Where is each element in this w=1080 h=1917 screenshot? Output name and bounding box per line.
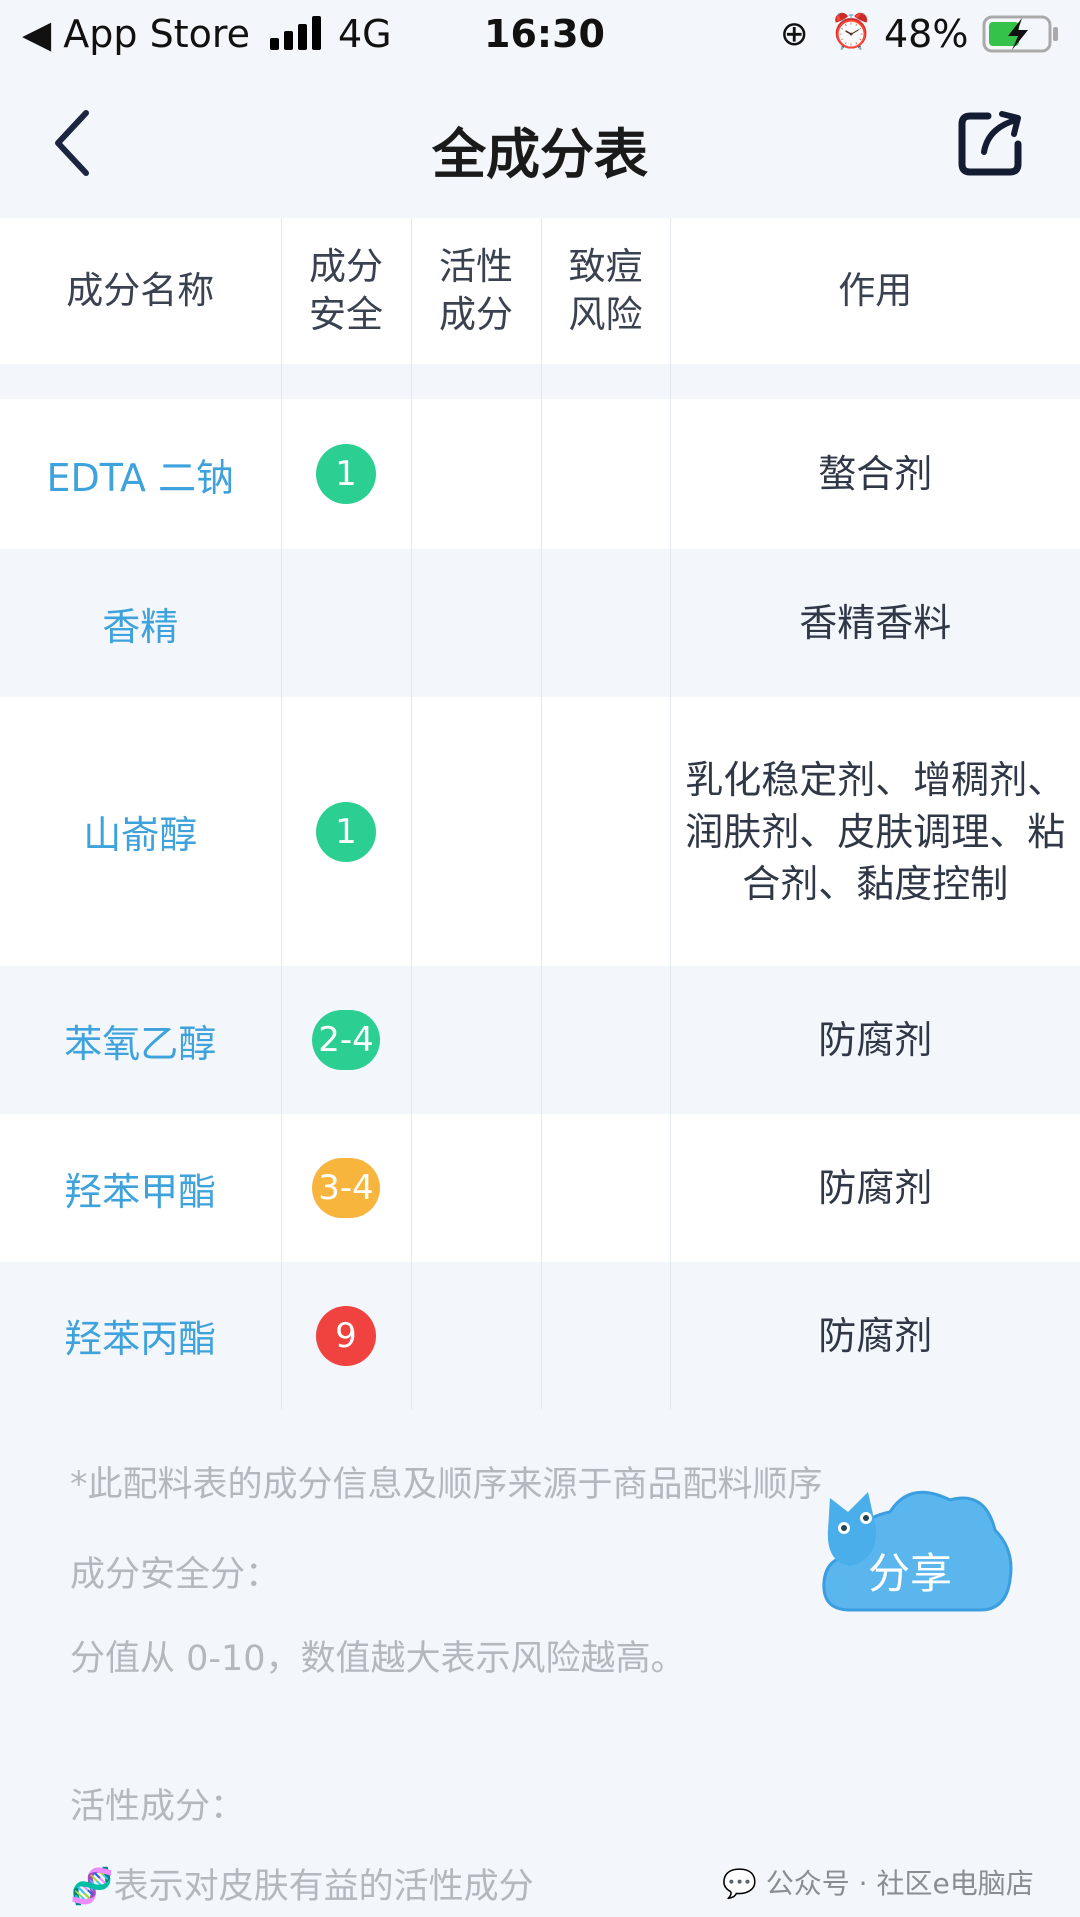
page-title: 全成分表 [432, 123, 648, 186]
table-gap [0, 364, 1080, 399]
back-to-app[interactable]: ◀ App Store [22, 12, 251, 56]
col-name: 成分名称 [0, 218, 282, 364]
ingredient-name[interactable]: 羟苯丙酯 [0, 1262, 282, 1409]
active-cell [411, 966, 542, 1114]
safety-badge: 3-4 [312, 1158, 380, 1218]
nav-bar: 全成分表 [0, 70, 1080, 218]
battery-charging-icon [982, 15, 1058, 53]
safety-score-desc: 分值从 0-10，数值越大表示风险越高。 [70, 1639, 686, 1679]
share-cloud-button[interactable]: 分享 [820, 1470, 1015, 1615]
acne-cell [541, 966, 671, 1114]
safety-badge: 2-4 [312, 1010, 380, 1070]
active-cell [411, 399, 542, 549]
col-function: 作用 [670, 218, 1080, 364]
safety-cell: 9 [281, 1262, 412, 1409]
alarm-icon: ⏰ [830, 12, 873, 52]
safety-badge: 1 [316, 444, 376, 504]
ingredient-name[interactable]: 香精 [0, 549, 282, 697]
network-type: 4G [338, 12, 392, 56]
col-safety: 成分 安全 [281, 218, 412, 364]
ingredient-name[interactable]: 山嵛醇 [0, 697, 282, 966]
ingredient-name[interactable]: 苯氧乙醇 [0, 966, 282, 1114]
function-cell: 防腐剂 [670, 1114, 1080, 1262]
table-row[interactable]: 香精 香精香料 [0, 549, 1080, 697]
table-row[interactable]: EDTA 二钠 1 螯合剂 [0, 399, 1080, 549]
table-row[interactable]: 羟苯丙酯 9 防腐剂 [0, 1262, 1080, 1409]
safety-cell: 3-4 [281, 1114, 412, 1262]
function-cell: 螯合剂 [670, 399, 1080, 549]
safety-badge: 9 [316, 1305, 376, 1366]
table-row[interactable]: 羟苯甲酯 3-4 防腐剂 [0, 1114, 1080, 1262]
acne-cell [541, 399, 671, 549]
safety-badge: 1 [316, 801, 376, 862]
table-row[interactable]: 苯氧乙醇 2-4 防腐剂 [0, 966, 1080, 1114]
function-cell: 防腐剂 [670, 966, 1080, 1114]
share-export-icon[interactable] [958, 108, 1026, 176]
acne-cell [541, 549, 671, 697]
table-row[interactable]: 山嵛醇 1 乳化稳定剂、增稠剂、润肤剂、皮肤调理、粘合剂、黏度控制 [0, 697, 1080, 966]
ingredient-name[interactable]: EDTA 二钠 [0, 399, 282, 549]
safety-cell: 2-4 [281, 966, 412, 1114]
col-active: 活性 成分 [411, 218, 542, 364]
acne-cell [541, 1114, 671, 1262]
watermark: 💬 公众号 · 社区e电脑店 [722, 1867, 1034, 1900]
rotation-lock-icon: ⊕ [780, 14, 809, 54]
share-cloud-label: 分享 [868, 1549, 953, 1598]
active-cell [411, 1114, 542, 1262]
acne-cell [541, 697, 671, 966]
function-cell: 香精香料 [670, 549, 1080, 697]
wechat-icon: 💬 [722, 1867, 757, 1900]
active-cell [411, 1262, 542, 1409]
clock: 16:30 [484, 12, 605, 56]
status-bar: ◀ App Store 4G 16:30 ⊕ ⏰ 48% [0, 0, 1080, 70]
safety-score-title: 成分安全分： [70, 1555, 281, 1595]
active-cell [411, 549, 542, 697]
function-cell: 防腐剂 [670, 1262, 1080, 1409]
active-title: 活性成分： [70, 1787, 246, 1827]
col-acne: 致痘 风险 [541, 218, 671, 364]
function-cell: 乳化稳定剂、增稠剂、润肤剂、皮肤调理、粘合剂、黏度控制 [670, 697, 1080, 966]
source-note: *此配料表的成分信息及顺序来源于商品配料顺序 [70, 1465, 823, 1505]
active-desc-line: 🧬表示对皮肤有益的活性成分 [70, 1867, 534, 1907]
table-header: 成分名称 成分 安全 活性 成分 致痘 风险 作用 [0, 218, 1080, 364]
safety-cell [281, 549, 412, 697]
active-cell [411, 697, 542, 966]
acne-cell [541, 1262, 671, 1409]
signal-icon [270, 16, 321, 50]
safety-cell: 1 [281, 697, 412, 966]
dna-icon: 🧬 [70, 1867, 114, 1907]
back-chevron-icon[interactable] [48, 108, 98, 178]
safety-cell: 1 [281, 399, 412, 549]
battery-percent: 48% [884, 12, 969, 56]
cat-cloud-icon [822, 1490, 1013, 1612]
ingredient-name[interactable]: 羟苯甲酯 [0, 1114, 282, 1262]
ingredient-table: 成分名称 成分 安全 活性 成分 致痘 风险 作用 EDTA 二钠 1 螯合剂香… [0, 218, 1080, 1409]
